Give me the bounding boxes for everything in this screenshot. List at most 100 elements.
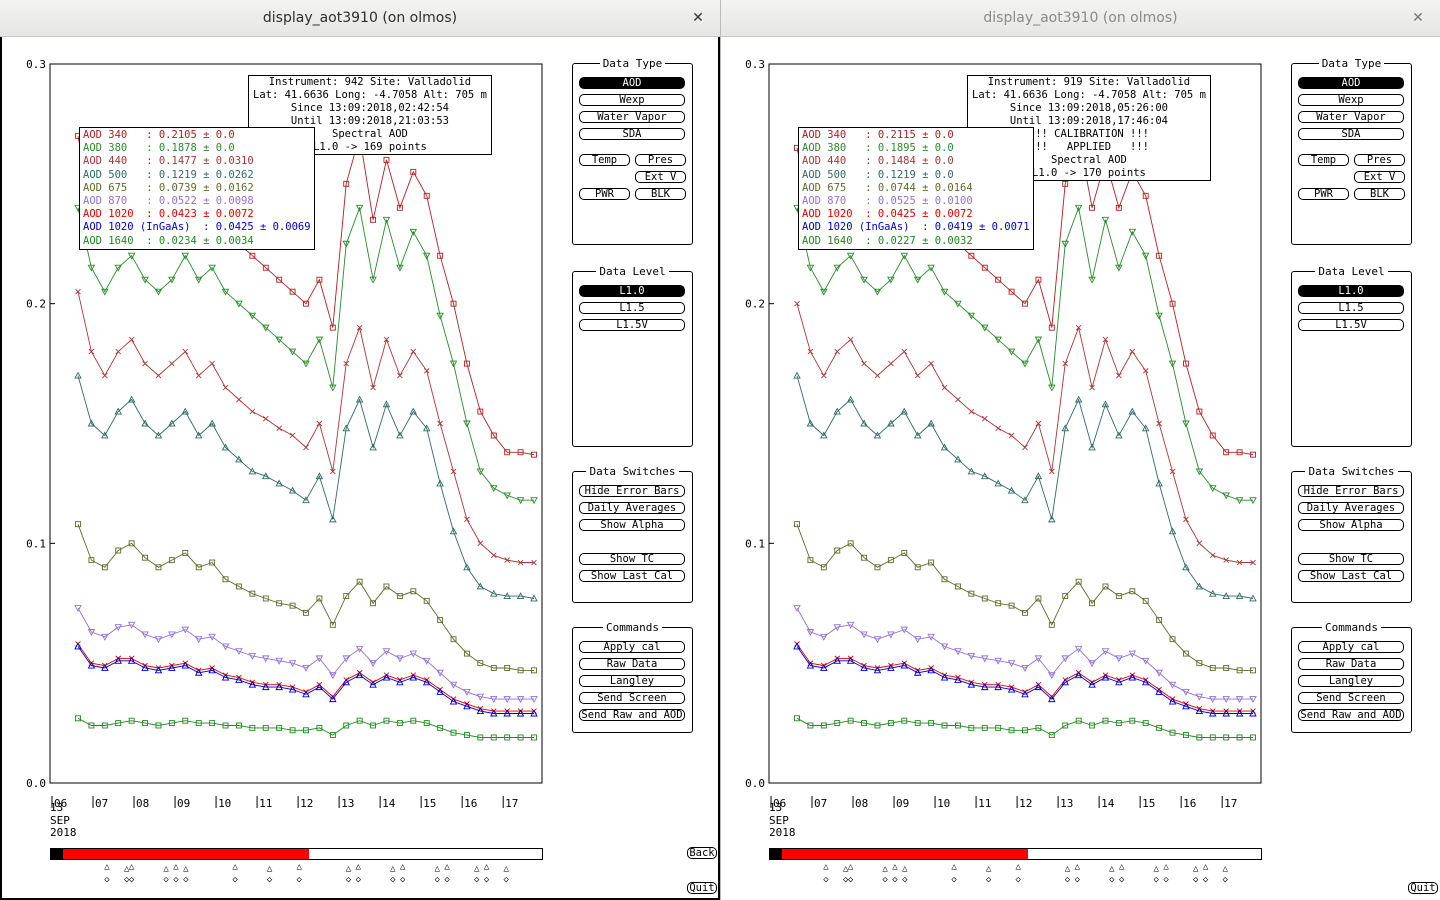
- close-icon[interactable]: ✕: [1412, 10, 1424, 26]
- daily-averages-button[interactable]: Daily Averages: [579, 502, 685, 514]
- apply-cal-button[interactable]: Apply cal: [579, 641, 685, 653]
- data-point: [1209, 665, 1216, 671]
- close-icon[interactable]: ✕: [692, 10, 704, 26]
- wexp-button[interactable]: Wexp: [1298, 94, 1404, 106]
- quit-button[interactable]: Quit: [1408, 882, 1438, 894]
- data-point: [927, 419, 935, 427]
- blk-button[interactable]: BLK: [1354, 188, 1405, 200]
- data-point: [1196, 408, 1203, 415]
- send-raw-aod-button[interactable]: Send Raw and AOD: [579, 709, 685, 721]
- timeline-diamond-icon: ◇: [296, 875, 302, 885]
- temp-button[interactable]: Temp: [579, 154, 630, 166]
- data-point: [1007, 348, 1016, 356]
- show-alpha-button[interactable]: Show Alpha: [579, 519, 685, 531]
- data-point: [288, 486, 297, 494]
- data-point: [315, 655, 324, 663]
- quit-button[interactable]: Quit: [687, 882, 717, 894]
- pres-button[interactable]: Pres: [635, 154, 686, 166]
- show-tc-button[interactable]: Show TC: [579, 553, 685, 565]
- data-point: [873, 288, 882, 296]
- legend-entry: AOD 675 : 0.0744 ± 0.0164: [802, 181, 973, 194]
- data-point: [888, 360, 894, 367]
- water-vapor-button[interactable]: Water Vapor: [579, 111, 685, 123]
- timeline-marker-icon: △: [296, 862, 302, 872]
- data-point: [1034, 683, 1043, 691]
- hide-error-bars-button[interactable]: Hide Error Bars: [1298, 485, 1404, 497]
- timeline-marker-icon: △: [266, 864, 273, 874]
- data-point: [820, 564, 827, 571]
- hide-error-bars-button[interactable]: Hide Error Bars: [579, 485, 685, 497]
- data-point: [968, 252, 975, 259]
- send-screen-button[interactable]: Send Screen: [1298, 692, 1404, 704]
- data-point: [369, 660, 377, 668]
- data-point: [1035, 595, 1042, 602]
- data-point: [1102, 717, 1109, 724]
- data-point: [221, 443, 230, 451]
- data-point: [463, 688, 471, 696]
- data-point: [194, 636, 203, 644]
- l15v-button[interactable]: L1.5V: [1298, 319, 1404, 331]
- data-point: [463, 702, 471, 710]
- data-point: [1008, 432, 1015, 439]
- show-tc-button[interactable]: Show TC: [1298, 553, 1404, 565]
- timeline-bar[interactable]: [769, 848, 1262, 860]
- data-point: [74, 371, 82, 379]
- data-point: [422, 657, 431, 665]
- send-raw-aod-button[interactable]: Send Raw and AOD: [1298, 709, 1404, 721]
- back-button[interactable]: Back: [687, 847, 717, 859]
- data-point: [1048, 695, 1056, 703]
- data-point: [209, 559, 216, 566]
- send-screen-button[interactable]: Send Screen: [579, 692, 685, 704]
- sda-button[interactable]: SDA: [579, 128, 685, 140]
- data-point: [940, 643, 949, 651]
- water-vapor-button[interactable]: Water Vapor: [1298, 111, 1404, 123]
- langley-button[interactable]: Langley: [1298, 675, 1404, 687]
- show-last-cal-button[interactable]: Show Last Cal: [1298, 570, 1404, 582]
- l15-button[interactable]: L1.5: [579, 302, 685, 314]
- legend: AOD 340 : 0.2105 ± 0.0 AOD 380 : 0.1878 ±…: [79, 127, 315, 250]
- daily-averages-button[interactable]: Daily Averages: [1298, 502, 1404, 514]
- raw-data-button[interactable]: Raw Data: [1298, 658, 1404, 670]
- pres-button[interactable]: Pres: [1354, 154, 1405, 166]
- show-alpha-button[interactable]: Show Alpha: [1298, 519, 1404, 531]
- pwr-button[interactable]: PWR: [1298, 188, 1349, 200]
- timeline-marker-icon: △: [232, 862, 238, 872]
- data-point: [249, 408, 256, 415]
- ext-v-button[interactable]: Ext V: [1354, 171, 1405, 183]
- data-point: [503, 696, 511, 704]
- data-point: [516, 497, 525, 505]
- data-point: [1061, 240, 1069, 248]
- temp-button[interactable]: Temp: [1298, 154, 1349, 166]
- apply-cal-button[interactable]: Apply cal: [1298, 641, 1404, 653]
- l10-button[interactable]: L1.0: [1298, 285, 1404, 297]
- data-point: [1249, 497, 1257, 505]
- data-point: [222, 722, 229, 729]
- data-type-panel: Data Type AOD Wexp Water Vapor SDA Temp …: [572, 57, 693, 245]
- data-point: [1061, 424, 1069, 432]
- raw-data-button[interactable]: Raw Data: [579, 658, 685, 670]
- data-point: [995, 276, 1002, 283]
- data-point: [834, 720, 841, 727]
- data-point: [807, 348, 814, 355]
- langley-button[interactable]: Langley: [579, 675, 685, 687]
- timeline-bar[interactable]: [50, 848, 543, 860]
- ext-v-button[interactable]: Ext V: [635, 171, 686, 183]
- timeline-marker-icon: △: [503, 864, 509, 874]
- show-last-cal-button[interactable]: Show Last Cal: [579, 570, 685, 582]
- data-point: [1035, 420, 1042, 427]
- l15-button[interactable]: L1.5: [1298, 302, 1404, 314]
- l15v-button[interactable]: L1.5V: [579, 319, 685, 331]
- l10-button[interactable]: L1.0: [579, 285, 685, 297]
- data-point: [236, 396, 242, 403]
- data-point: [450, 468, 457, 475]
- wexp-button[interactable]: Wexp: [579, 94, 685, 106]
- data-point: [449, 697, 458, 705]
- aod-button[interactable]: AOD: [1298, 77, 1404, 89]
- timeline-diamond-icon: ◇: [1074, 875, 1081, 885]
- commands-panel: Commands Apply cal Raw Data Langley Send…: [572, 621, 693, 733]
- blk-button[interactable]: BLK: [635, 188, 686, 200]
- legend: AOD 340 : 0.2115 ± 0.0 AOD 380 : 0.1895 ±…: [798, 127, 1034, 250]
- pwr-button[interactable]: PWR: [579, 188, 630, 200]
- aod-button[interactable]: AOD: [579, 77, 685, 89]
- sda-button[interactable]: SDA: [1298, 128, 1404, 140]
